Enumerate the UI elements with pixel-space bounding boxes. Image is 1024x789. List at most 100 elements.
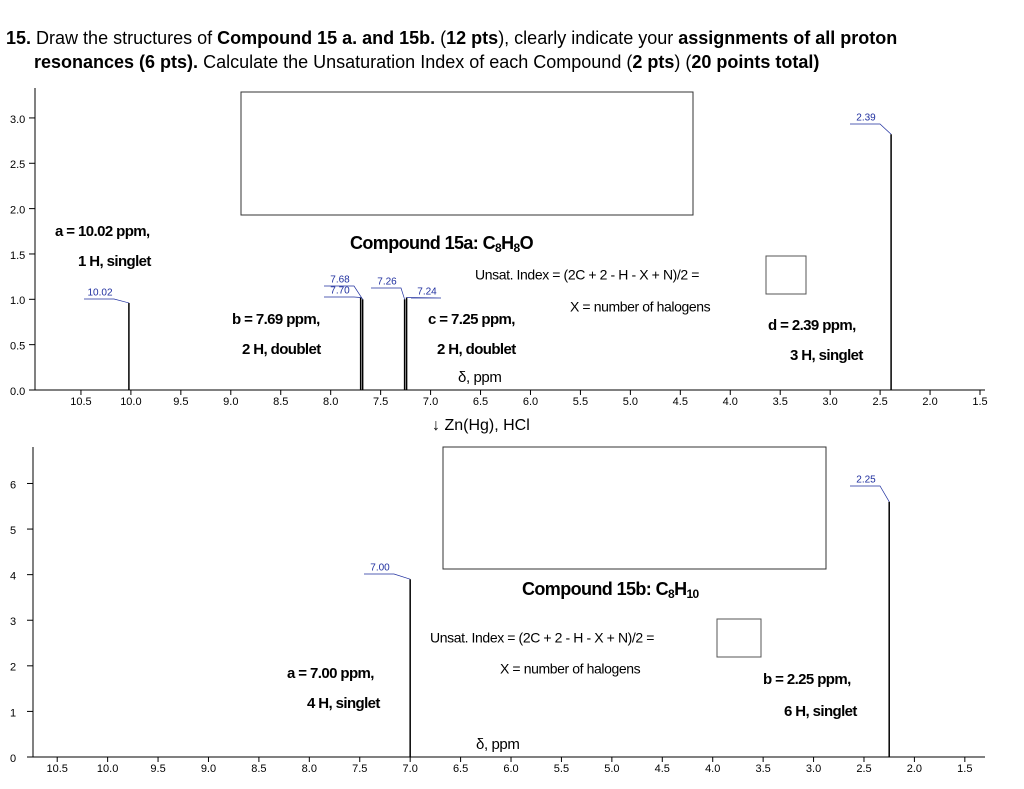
- x-tick-label: 7.5: [352, 763, 367, 775]
- question-part: 12 pts: [446, 28, 499, 48]
- title-part: H: [674, 579, 686, 599]
- x-tick-label: 10.0: [97, 763, 118, 775]
- peak-leader: [850, 485, 890, 502]
- x-tick-label: 8.5: [251, 763, 266, 775]
- structure-box: [442, 446, 827, 570]
- question-part: 2 pts: [632, 52, 675, 72]
- peak-label: 2.25: [856, 475, 876, 486]
- assignment: 4 H, singlet: [307, 695, 380, 712]
- y-tick-label: 6: [10, 479, 16, 491]
- title-part: O: [520, 233, 534, 253]
- unsat-label: Unsat. Index = (2C + 2 - H - X + N)/2 =: [430, 630, 654, 646]
- y-tick-label: 1.0: [10, 295, 25, 307]
- title-part: H: [501, 233, 513, 253]
- x-tick-label: 5.5: [573, 396, 588, 408]
- question-part: 20 points total): [691, 52, 820, 72]
- question-part: (: [435, 28, 447, 48]
- y-tick-label: 2: [10, 662, 16, 674]
- peak-leader: [84, 298, 129, 304]
- question-part: assignments of all proton: [678, 28, 898, 48]
- x-tick-label: 5.5: [554, 763, 569, 775]
- assignment: 6 H, singlet: [784, 703, 857, 720]
- x-tick-label: 5.0: [623, 396, 638, 408]
- x-tick-label: 9.5: [173, 396, 188, 408]
- y-tick-label: 1.5: [10, 250, 25, 262]
- x-tick-label: 8.5: [273, 396, 288, 408]
- assignment: 3 H, singlet: [790, 347, 863, 364]
- x-tick-label: 2.5: [856, 763, 871, 775]
- x-tick-label: 1.5: [972, 396, 987, 408]
- peak-leader: [406, 297, 442, 299]
- title-subscript: 8: [495, 241, 502, 255]
- peak-leader: [850, 123, 892, 135]
- peak-label: 7.24: [417, 287, 437, 298]
- peak-label: 7.26: [377, 277, 397, 288]
- x-tick-label: 4.0: [705, 763, 720, 775]
- x-tick-label: 3.5: [773, 396, 788, 408]
- question-part: Draw the structures of: [36, 28, 218, 48]
- y-tick-label: 3.0: [10, 114, 25, 126]
- x-tick-label: 2.0: [922, 396, 937, 408]
- assignment: 2 H, doublet: [437, 341, 516, 358]
- peak-label: 7.00: [370, 563, 390, 574]
- x-tick-label: 10.5: [46, 763, 67, 775]
- compound-title: Compound 15a: C8H8O: [350, 233, 534, 255]
- x-tick-label: 3.5: [755, 763, 770, 775]
- x-tick-label: 3.0: [823, 396, 838, 408]
- title-part: Compound 15a: C: [350, 233, 496, 253]
- compound-title: Compound 15b: C8H10: [522, 579, 700, 601]
- x-tick-label: 10.0: [120, 396, 141, 408]
- halogen-note: X = number of halogens: [570, 299, 711, 315]
- x-tick-label: 2.5: [872, 396, 887, 408]
- peak-label: 10.02: [87, 288, 112, 299]
- answer-box: [716, 618, 762, 658]
- peak-leader: [364, 573, 411, 580]
- x-axis-label: δ, ppm: [476, 736, 519, 753]
- question-part: ), clearly indicate your: [498, 28, 679, 48]
- reaction: ↓ Zn(Hg), HCl: [432, 417, 530, 434]
- x-tick-label: 7.0: [403, 763, 418, 775]
- question-line: 15. Draw the structures of Compound 15 a…: [6, 26, 897, 50]
- assignment: d = 2.39 ppm,: [768, 317, 856, 334]
- x-tick-label: 3.0: [806, 763, 821, 775]
- assignment: 2 H, doublet: [242, 341, 321, 358]
- x-tick-label: 5.0: [604, 763, 619, 775]
- x-tick-label: 9.0: [223, 396, 238, 408]
- title-subscript: 10: [686, 587, 699, 601]
- question-part: 15.: [6, 28, 32, 48]
- peak-label: 2.39: [856, 113, 876, 124]
- question-line: resonances (6 pts). Calculate the Unsatu…: [6, 50, 897, 74]
- x-tick-label: 9.0: [201, 763, 216, 775]
- title-subscript: 8: [514, 241, 521, 255]
- x-tick-label: 7.5: [373, 396, 388, 408]
- y-tick-label: 0.0: [10, 386, 25, 398]
- x-axis-label: δ, ppm: [458, 369, 501, 386]
- x-tick-label: 6.5: [453, 763, 468, 775]
- answer-box: [765, 255, 807, 295]
- x-tick-label: 1.5: [957, 763, 972, 775]
- peak-leader: [371, 287, 405, 300]
- assignment: a = 7.00 ppm,: [287, 665, 374, 682]
- unsat-label: Unsat. Index = (2C + 2 - H - X + N)/2 =: [475, 267, 699, 283]
- question-part: resonances (6 pts).: [34, 52, 199, 72]
- y-tick-label: 2.5: [10, 159, 25, 171]
- title-part: Compound 15b: C: [522, 579, 669, 599]
- x-tick-label: 6.5: [473, 396, 488, 408]
- x-tick-label: 4.5: [655, 763, 670, 775]
- halogen-note: X = number of halogens: [500, 661, 641, 677]
- assignment: c = 7.25 ppm,: [428, 311, 515, 328]
- y-tick-label: 4: [10, 571, 16, 583]
- x-tick-label: 6.0: [523, 396, 538, 408]
- y-tick-label: 0: [10, 753, 16, 765]
- x-tick-label: 8.0: [302, 763, 317, 775]
- x-tick-label: 6.0: [503, 763, 518, 775]
- assignment: 1 H, singlet: [78, 253, 151, 270]
- x-tick-label: 4.0: [723, 396, 738, 408]
- peak-leader: [324, 285, 363, 300]
- x-tick-label: 2.0: [907, 763, 922, 775]
- y-tick-label: 1: [10, 707, 16, 719]
- peak-label: 7.68: [330, 275, 350, 286]
- assignment: b = 7.69 ppm,: [232, 311, 320, 328]
- y-tick-label: 0.5: [10, 341, 25, 353]
